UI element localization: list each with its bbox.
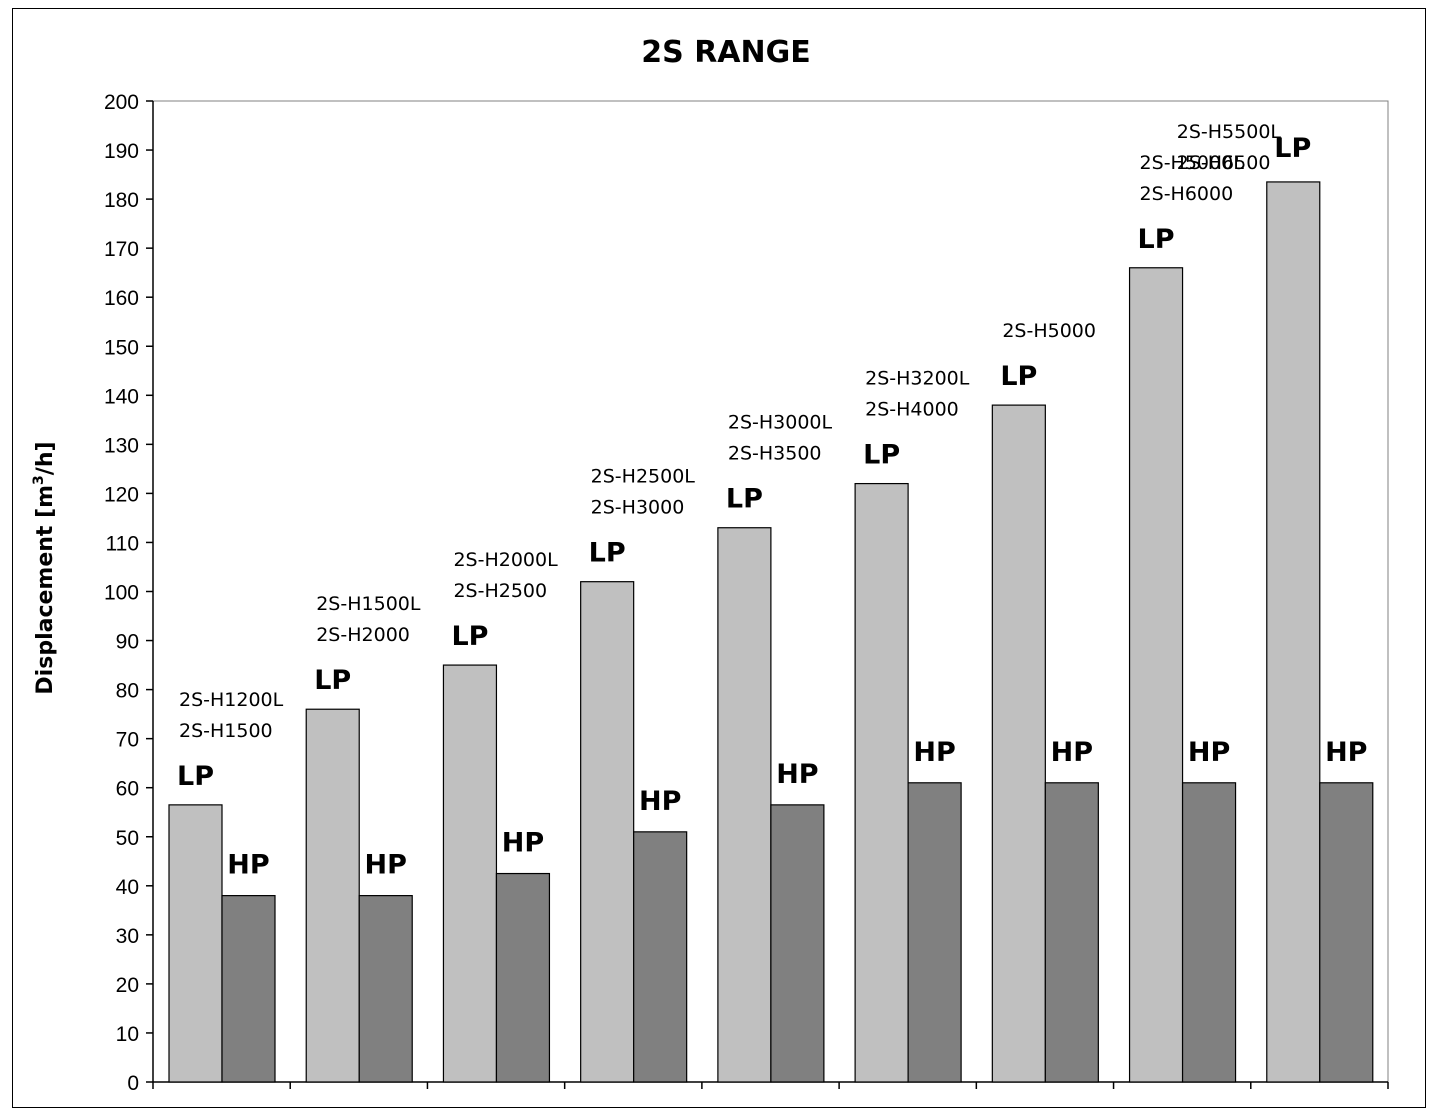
bar-hp bbox=[358, 895, 413, 1083]
y-tick-label: 50 bbox=[116, 827, 139, 850]
y-tick-label: 200 bbox=[104, 91, 139, 114]
y-tick-label: 90 bbox=[116, 631, 139, 654]
bar-label-hp: HP bbox=[639, 786, 681, 817]
bar-hp bbox=[495, 872, 551, 1083]
bar-lp bbox=[168, 804, 223, 1083]
y-axis-label-text: Displacement [m3/h] bbox=[31, 441, 58, 694]
bar-lp bbox=[854, 482, 909, 1083]
category-label: 2S-H3500 bbox=[728, 443, 822, 465]
bar-label-hp: HP bbox=[1325, 737, 1367, 768]
bar-label-hp: HP bbox=[227, 850, 269, 881]
y-tick-label: 60 bbox=[116, 778, 139, 801]
y-tick-label: 110 bbox=[106, 532, 139, 555]
y-tick-label: 0 bbox=[127, 1072, 139, 1095]
chart-title: 2S RANGE bbox=[641, 35, 810, 70]
bar-label-hp: HP bbox=[913, 737, 955, 768]
y-axis-label: Displacement [m3/h] bbox=[31, 441, 58, 694]
y-tick-label: 70 bbox=[116, 729, 139, 752]
category-label: 2S-H3000 bbox=[591, 497, 685, 519]
y-tick-label: 30 bbox=[116, 925, 139, 948]
bar-hp bbox=[633, 831, 688, 1083]
y-tick-label: 170 bbox=[104, 238, 139, 261]
category-label: 2S-H3200L bbox=[865, 368, 970, 390]
bar-label-lp: LP bbox=[863, 440, 900, 471]
y-tick-label: 120 bbox=[104, 483, 139, 506]
category-label: 2S-H1500L bbox=[316, 593, 421, 615]
y-tick-label: 10 bbox=[116, 1023, 139, 1046]
bar-lp bbox=[1128, 267, 1184, 1083]
y-tick-label: 80 bbox=[116, 680, 139, 703]
bar-label-lp: LP bbox=[451, 621, 488, 652]
bar-label-hp: HP bbox=[1051, 737, 1093, 768]
category-label: 2S-H2000L bbox=[453, 549, 558, 571]
bar-hp bbox=[770, 804, 825, 1083]
category-label: 2S-H1200L bbox=[179, 689, 284, 711]
category-label: 2S-H5000 bbox=[1002, 320, 1096, 342]
y-tick-label: 100 bbox=[104, 582, 139, 605]
bar-label-lp: LP bbox=[589, 538, 626, 569]
bar-label-hp: HP bbox=[1188, 737, 1230, 768]
bar-label-lp: LP bbox=[726, 484, 763, 515]
category-label: 2S-H6500 bbox=[1177, 152, 1271, 174]
bar-hp bbox=[1181, 782, 1237, 1083]
bar-lp bbox=[580, 581, 635, 1083]
bar-lp bbox=[717, 527, 772, 1083]
bar-label-hp: HP bbox=[365, 850, 407, 881]
y-tick-label: 40 bbox=[116, 876, 139, 899]
y-tick-label: 130 bbox=[104, 434, 139, 457]
plot-area: 0 10 20 30 40 50 60 70 80 90 100 110 120 130 140 150 160… bbox=[104, 91, 1389, 1095]
bar-lp bbox=[305, 708, 360, 1083]
bar-lp bbox=[991, 404, 1046, 1083]
bar-label-lp: LP bbox=[1138, 224, 1175, 255]
bar-label-lp: LP bbox=[1000, 361, 1037, 392]
y-tick-label: 140 bbox=[104, 385, 139, 408]
category-label: 2S-H2500L bbox=[591, 466, 696, 488]
y-tick-label: 190 bbox=[104, 140, 139, 163]
bar-hp bbox=[1319, 782, 1374, 1083]
bar-label-lp: LP bbox=[314, 665, 351, 696]
bar-label-lp: LP bbox=[177, 761, 214, 792]
bar-lp bbox=[442, 664, 498, 1083]
y-tick-label: 20 bbox=[116, 974, 139, 997]
category-label: 2S-H5000L bbox=[1140, 152, 1245, 174]
bar-label-lp: LP bbox=[1274, 133, 1311, 164]
category-label: 2S-H4000 bbox=[865, 399, 959, 421]
y-tick-label: 150 bbox=[104, 336, 139, 359]
category-label: 2S-H2000 bbox=[316, 624, 410, 646]
bar-hp bbox=[907, 782, 962, 1083]
category-label: 2S-H6000 bbox=[1140, 183, 1234, 205]
bar-hp bbox=[1044, 782, 1099, 1083]
category-label: 2S-H3000L bbox=[728, 412, 833, 434]
bar-label-hp: HP bbox=[776, 759, 818, 790]
category-label: 2S-H2500 bbox=[453, 580, 547, 602]
y-tick-label: 180 bbox=[104, 189, 139, 212]
bar-hp bbox=[221, 895, 276, 1083]
category-label: 2S-H5500L bbox=[1177, 121, 1282, 143]
bar-label-hp: HP bbox=[502, 828, 544, 859]
y-tick-label: 160 bbox=[104, 287, 139, 310]
bar-lp bbox=[1266, 181, 1321, 1083]
category-label: 2S-H1500 bbox=[179, 720, 273, 742]
